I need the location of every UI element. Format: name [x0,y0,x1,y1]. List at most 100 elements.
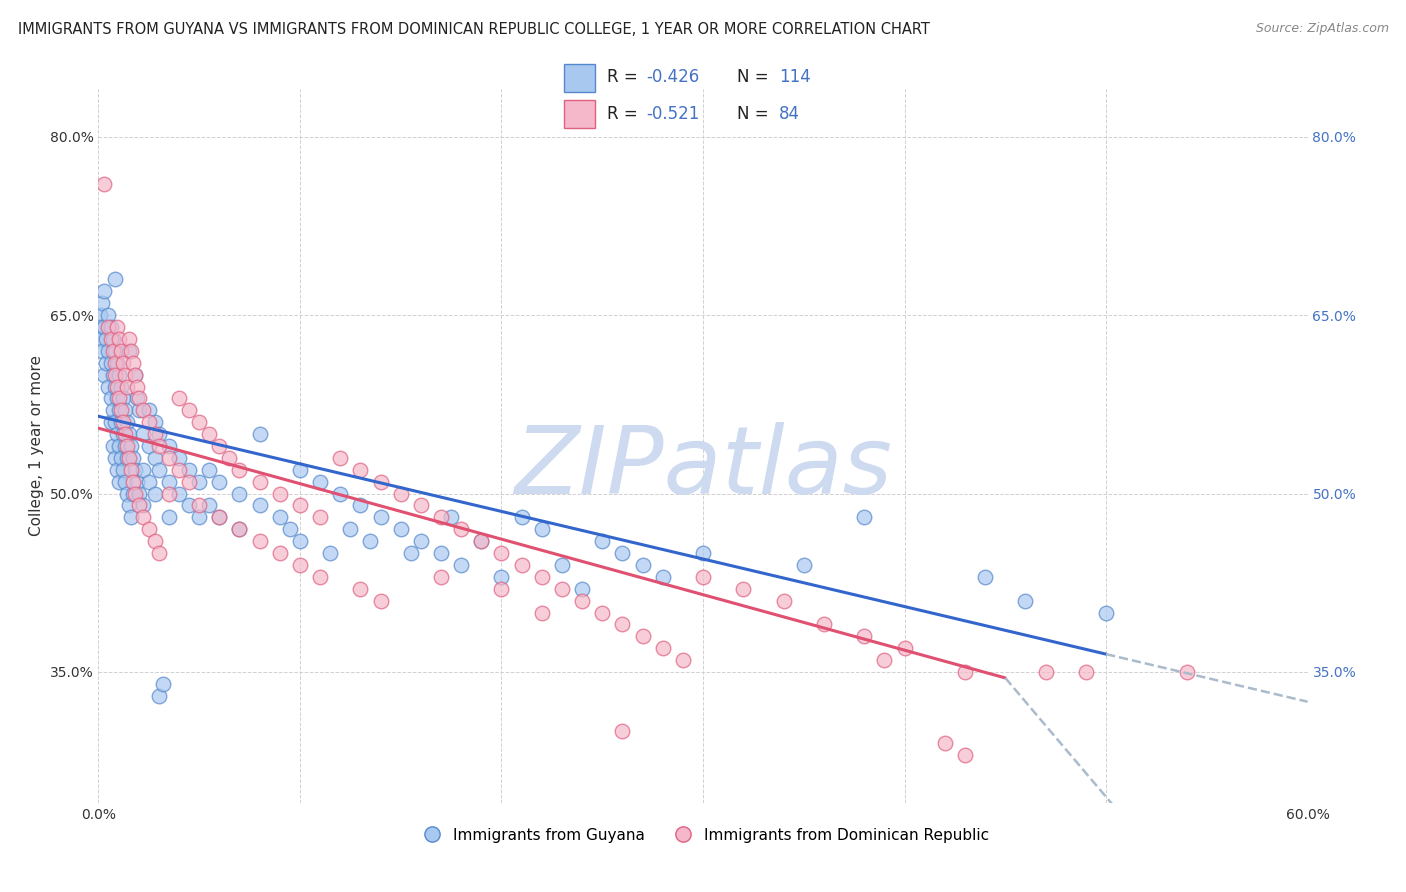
Point [138,475,160,489]
Point [132,427,155,442]
Point [120,510,142,524]
Text: R =: R = [607,69,643,87]
Point [100,320,122,334]
Point [120,439,142,453]
Y-axis label: College, 1 year or more: College, 1 year or more [30,356,44,536]
Point [101,403,124,417]
Point [96,356,118,370]
Text: IMMIGRANTS FROM GUYANA VS IMMIGRANTS FROM DOMINICAN REPUBLIC COLLEGE, 1 YEAR OR : IMMIGRANTS FROM GUYANA VS IMMIGRANTS FRO… [18,22,931,37]
Point [107,403,129,417]
Point [93,368,115,382]
Point [179,475,201,489]
Point [143,450,166,465]
Point [208,510,231,524]
Point [118,450,141,465]
Point [1074,665,1097,679]
Point [470,534,492,549]
Point [103,415,125,429]
Point [329,450,352,465]
Point [631,558,654,572]
Point [111,392,134,406]
Point [121,486,143,500]
Point [128,392,150,406]
Point [132,510,155,524]
Point [179,499,201,513]
Point [692,546,714,560]
Point [288,463,311,477]
Point [157,510,180,524]
Point [115,439,138,453]
Point [121,450,143,465]
Point [115,415,138,429]
Point [125,475,148,489]
Point [111,356,134,370]
Point [128,499,150,513]
Point [97,379,120,393]
Point [125,379,148,393]
Point [269,546,291,560]
Point [121,356,143,370]
Point [97,343,120,358]
Bar [564,63,595,92]
Point [953,748,976,763]
Point [115,379,138,393]
Point [110,403,132,417]
Point [1175,665,1198,679]
Point [110,415,132,429]
Point [450,522,472,536]
Point [118,332,141,346]
Point [148,427,170,442]
Point [100,415,122,429]
Point [430,510,453,524]
Text: Source: ZipAtlas.com: Source: ZipAtlas.com [1256,22,1389,36]
Point [111,463,134,477]
Point [349,499,371,513]
Point [118,499,141,513]
Point [125,392,148,406]
Point [110,450,132,465]
Point [148,463,170,477]
Point [288,534,311,549]
Point [179,403,201,417]
Point [121,475,143,489]
Point [114,427,136,442]
Point [208,475,231,489]
Point [105,392,128,406]
Point [148,546,170,560]
Point [157,439,180,453]
Point [672,653,695,667]
Point [107,475,129,489]
Point [101,332,124,346]
Point [120,343,142,358]
Point [111,415,134,429]
Point [124,368,146,382]
Point [651,641,673,656]
Point [198,463,221,477]
Point [409,499,432,513]
Legend: Immigrants from Guyana, Immigrants from Dominican Republic: Immigrants from Guyana, Immigrants from … [411,822,995,848]
Point [339,522,361,536]
Point [93,178,115,192]
Point [128,486,150,500]
Point [89,308,111,322]
Point [1035,665,1057,679]
Point [319,546,342,560]
Point [97,320,120,334]
Point [228,522,250,536]
Point [269,486,291,500]
Point [198,427,221,442]
Point [103,368,125,382]
Point [491,570,513,584]
Point [591,534,613,549]
Point [571,593,593,607]
Point [288,499,311,513]
Point [143,534,166,549]
Point [873,653,896,667]
Point [530,570,553,584]
Point [409,534,432,549]
Point [138,439,160,453]
Point [813,617,835,632]
Bar [564,100,595,128]
Point [198,499,221,513]
Point [349,582,371,596]
